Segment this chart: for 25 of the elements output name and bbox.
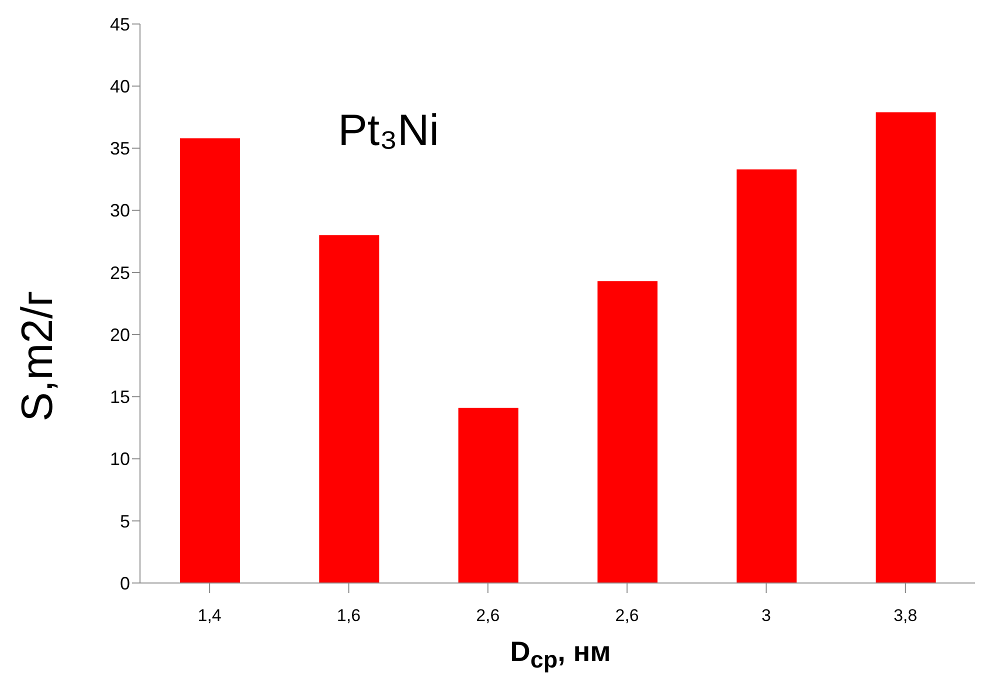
x-tick-label: 2,6 (476, 606, 500, 626)
y-tick-label: 10 (110, 449, 130, 470)
y-tick-label: 45 (110, 14, 130, 34)
x-tick-label: 3 (762, 606, 771, 626)
y-tick-label: 0 (120, 573, 130, 594)
bar (876, 112, 936, 583)
y-axis-title: S,m2/г (13, 290, 63, 422)
y-tick-label: 15 (110, 387, 130, 408)
y-tick-label: 35 (110, 138, 130, 159)
bar (458, 408, 518, 583)
text: Pt₃Ni (338, 106, 440, 156)
x-tick-label: 1,6 (336, 606, 361, 626)
bar (736, 169, 797, 583)
y-tick-label: 25 (110, 262, 130, 283)
y-tick-label: 40 (110, 76, 130, 96)
x-tick-label: 2,6 (615, 606, 639, 626)
x-tick-label: 3,8 (894, 606, 918, 626)
y-tick-label: 30 (110, 200, 130, 221)
bar (598, 281, 658, 583)
y-tick-label: 20 (110, 324, 130, 345)
x-tick-label: 1,4 (198, 606, 222, 626)
x-axis-title: D$_{ср}$, нм (509, 636, 612, 674)
bar (319, 235, 380, 583)
y-tick-label: 5 (120, 511, 130, 532)
bar (180, 138, 240, 583)
